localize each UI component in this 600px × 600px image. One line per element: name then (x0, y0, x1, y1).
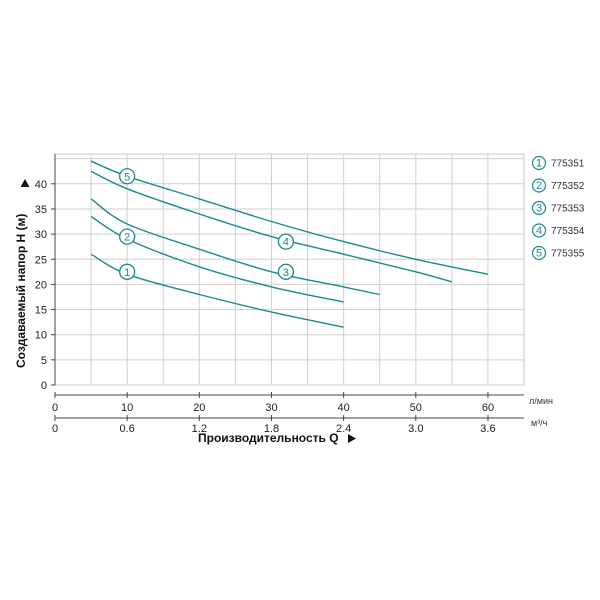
curve-marker-label-3: 3 (283, 267, 289, 279)
x-tick-label-primary: 0 (52, 402, 58, 414)
x-tick-label-primary: 30 (265, 402, 277, 414)
y-tick-label: 10 (35, 330, 47, 342)
y-tick-label: 35 (35, 204, 47, 216)
legend-marker-label-4: 4 (536, 225, 542, 237)
legend-marker-label-5: 5 (536, 248, 542, 260)
curve-marker-label-1: 1 (124, 267, 130, 279)
curve-marker-circle-4 (277, 233, 295, 250)
legend-marker-circle-5 (531, 245, 547, 261)
y-tick-label: 40 (35, 179, 47, 191)
x-tick-label-secondary: 1.8 (264, 423, 279, 435)
legend-marker-circle-2 (531, 178, 547, 193)
legend-marker-circle-4 (531, 223, 547, 238)
y-axis-title: Создаваемый напор H (м) (14, 214, 28, 368)
curve-marker-label-2: 2 (124, 232, 130, 244)
x-tick-label-secondary: 0 (52, 423, 58, 435)
x-unit-secondary: м³/ч (531, 418, 548, 428)
y-tick-label: 0 (41, 380, 47, 392)
y-tick-label: 25 (35, 254, 47, 266)
curve-marker-circle-3 (277, 263, 295, 280)
x-tick-label-secondary: 3.0 (408, 423, 423, 435)
series-line-775353 (90, 198, 380, 296)
legend: 1 775351 2 775352 3 775353 4 775354 5 775355 (531, 155, 585, 261)
curve-marker-label-4: 4 (283, 237, 289, 249)
y-tick-label: 15 (35, 305, 47, 317)
legend-marker-circle-3 (531, 200, 547, 216)
curve-marker-label-5: 5 (124, 171, 130, 183)
legend-marker-label-1: 1 (536, 158, 542, 170)
curve-marker-circle-2 (119, 228, 136, 245)
legend-marker-label-3: 3 (536, 203, 542, 215)
legend-entry-775355: 775355 (551, 249, 585, 260)
legend-entry-775351: 775351 (551, 159, 585, 170)
x-tick-label-secondary: 3.6 (480, 423, 495, 435)
y-tick-label: 30 (35, 229, 47, 241)
curve-marker-circle-5 (119, 168, 136, 185)
x-unit-primary: л/мин (529, 396, 553, 406)
series-line-775351 (90, 253, 344, 328)
y-tick-label: 5 (41, 355, 47, 367)
y-tick-label: 20 (35, 279, 47, 291)
legend-entry-775354: 775354 (551, 226, 585, 237)
x-tick-label-primary: 50 (410, 402, 422, 414)
x-tick-label-primary: 60 (482, 402, 494, 414)
x-tick-label-secondary: 0.6 (120, 423, 135, 435)
x-axis-title: Производительность Q (198, 431, 339, 445)
x-tick-label-secondary: 1.2 (192, 423, 207, 435)
series-line-775352 (90, 215, 344, 303)
x-axis-arrow-icon (348, 434, 356, 443)
legend-entry-775352: 775352 (551, 181, 585, 192)
y-axis-arrow-icon (20, 179, 30, 187)
series-line-775355 (90, 160, 489, 275)
x-tick-label-primary: 40 (338, 402, 350, 414)
x-tick-label-secondary: 2.4 (336, 423, 351, 435)
grid (54, 153, 525, 386)
x-tick-label-primary: 10 (121, 402, 133, 414)
legend-marker-label-2: 2 (536, 180, 542, 192)
legend-marker-circle-1 (531, 155, 547, 171)
legend-entry-775353: 775353 (551, 204, 585, 215)
curve-markers: 1 2 3 4 5 (119, 168, 295, 280)
curve-marker-circle-1 (119, 263, 136, 280)
series-line-775354 (90, 170, 453, 283)
x-tick-label-primary: 20 (193, 402, 205, 414)
